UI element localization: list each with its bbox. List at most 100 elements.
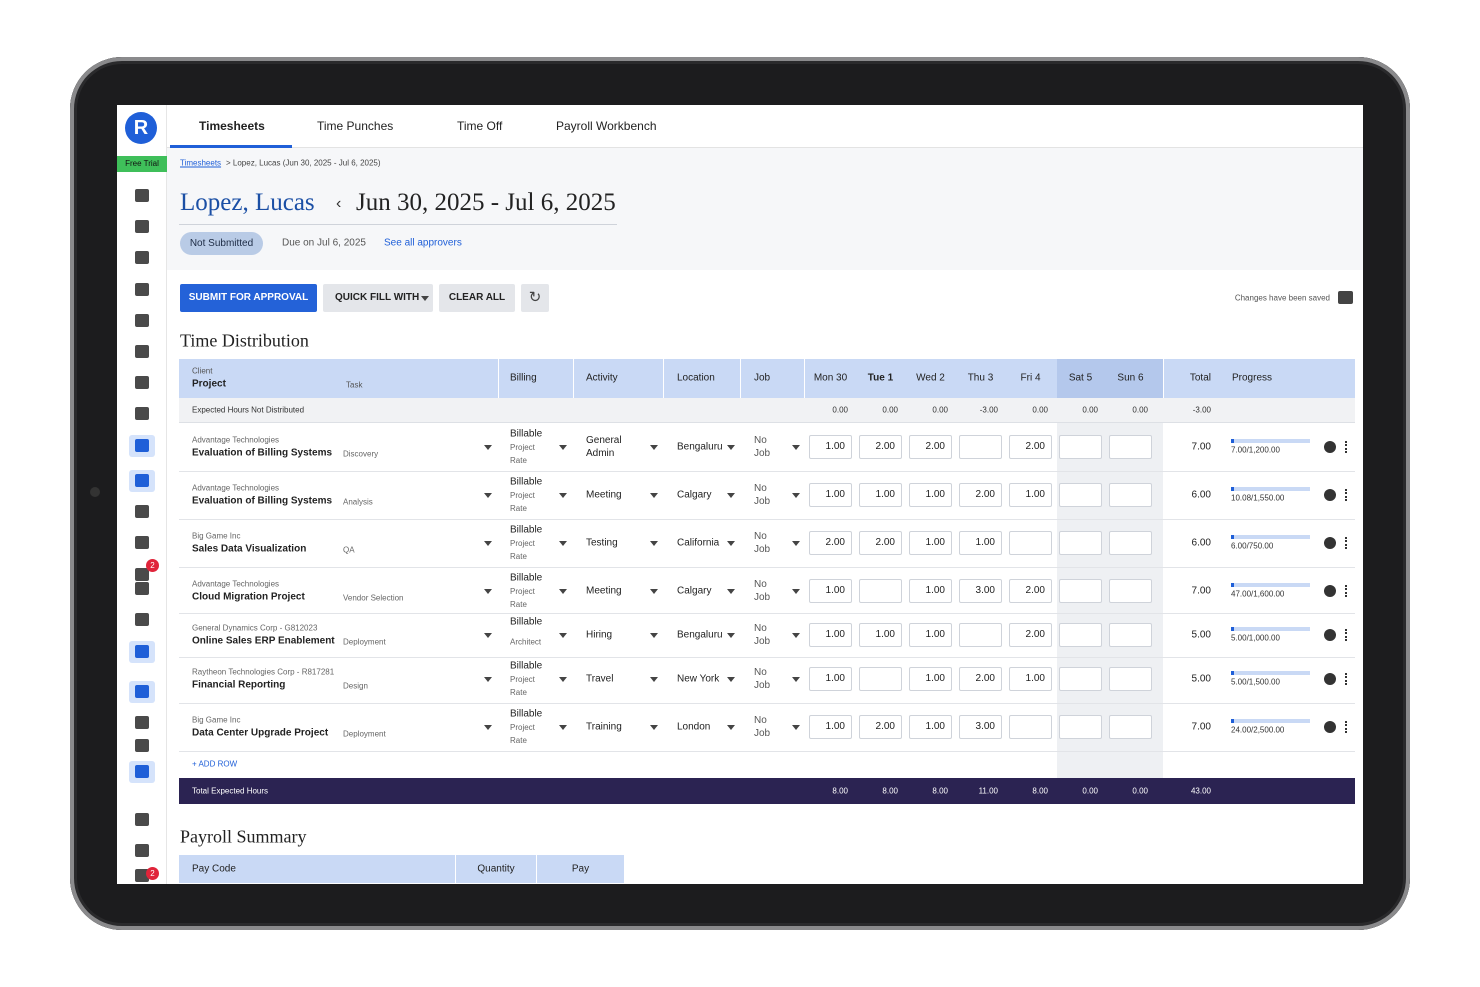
sidebar-icon[interactable] (135, 685, 149, 698)
remove-row[interactable] (1324, 441, 1336, 453)
hours-input[interactable]: 2.00 (959, 483, 1002, 507)
hours-input[interactable]: 2.00 (859, 531, 902, 555)
sidebar-icon[interactable] (135, 536, 149, 549)
dropdown-arrow[interactable] (559, 725, 567, 730)
dropdown-arrow[interactable] (484, 677, 492, 682)
hours-input[interactable]: 3.00 (959, 579, 1002, 603)
dropdown-arrow[interactable] (559, 541, 567, 546)
tab[interactable]: Payroll Workbench (556, 119, 657, 133)
dropdown-arrow[interactable] (559, 677, 567, 682)
hours-input[interactable]: 1.00 (909, 579, 952, 603)
remove-row[interactable] (1324, 673, 1336, 685)
dropdown-arrow[interactable] (484, 633, 492, 638)
sidebar-icon[interactable] (135, 189, 149, 202)
hours-input[interactable] (1059, 531, 1102, 555)
hours-input[interactable] (1059, 667, 1102, 691)
dropdown-arrow[interactable] (484, 589, 492, 594)
row-menu[interactable] (1345, 721, 1347, 733)
sidebar-icon[interactable] (135, 439, 149, 452)
hours-input[interactable] (1059, 483, 1102, 507)
hours-input[interactable] (959, 623, 1002, 647)
sidebar-icon[interactable] (135, 582, 149, 595)
hours-input[interactable] (1059, 715, 1102, 739)
sidebar-icon[interactable] (135, 220, 149, 233)
sidebar-icon[interactable] (135, 568, 149, 581)
sidebar-icon[interactable] (135, 645, 149, 658)
dropdown-arrow[interactable] (650, 589, 658, 594)
hours-input[interactable]: 1.00 (909, 667, 952, 691)
hours-input[interactable]: 1.00 (859, 483, 902, 507)
dropdown-arrow[interactable] (792, 677, 800, 682)
dropdown-arrow[interactable] (727, 493, 735, 498)
hours-input[interactable]: 2.00 (859, 435, 902, 459)
approvers-link[interactable]: See all approvers (384, 237, 462, 249)
dropdown-arrow[interactable] (650, 677, 658, 682)
dropdown-arrow[interactable] (792, 541, 800, 546)
hours-input[interactable]: 1.00 (809, 623, 852, 647)
hours-input[interactable] (1009, 531, 1052, 555)
hours-input[interactable] (859, 579, 902, 603)
remove-row[interactable] (1324, 629, 1336, 641)
tab[interactable]: Time Off (457, 119, 503, 133)
hours-input[interactable] (1009, 715, 1052, 739)
remove-row[interactable] (1324, 537, 1336, 549)
clear-button[interactable]: CLEAR ALL (439, 284, 515, 312)
dropdown-arrow[interactable] (559, 493, 567, 498)
row-menu[interactable] (1345, 537, 1347, 549)
hours-input[interactable]: 1.00 (1009, 667, 1052, 691)
hours-input[interactable]: 1.00 (909, 483, 952, 507)
dropdown-arrow[interactable] (559, 589, 567, 594)
hours-input[interactable]: 2.00 (909, 435, 952, 459)
dropdown-arrow[interactable] (484, 725, 492, 730)
hours-input[interactable]: 3.00 (959, 715, 1002, 739)
sidebar-icon[interactable] (135, 376, 149, 389)
hours-input[interactable] (1059, 623, 1102, 647)
hours-input[interactable]: 1.00 (809, 579, 852, 603)
hours-input[interactable] (959, 435, 1002, 459)
hours-input[interactable] (1109, 579, 1152, 603)
hours-input[interactable]: 1.00 (859, 623, 902, 647)
sidebar-icon[interactable] (135, 251, 149, 264)
row-menu[interactable] (1345, 629, 1347, 641)
hours-input[interactable] (1109, 667, 1152, 691)
sidebar-icon[interactable] (135, 345, 149, 358)
dropdown-arrow[interactable] (650, 445, 658, 450)
hours-input[interactable] (1109, 531, 1152, 555)
row-menu[interactable] (1345, 441, 1347, 453)
dropdown-arrow[interactable] (727, 589, 735, 594)
dropdown-arrow[interactable] (484, 493, 492, 498)
quick-fill-button[interactable]: QUICK FILL WITH (323, 284, 433, 312)
dropdown-arrow[interactable] (792, 725, 800, 730)
dropdown-arrow[interactable] (650, 541, 658, 546)
dropdown-arrow[interactable] (484, 445, 492, 450)
dropdown-arrow[interactable] (650, 493, 658, 498)
print-icon[interactable] (1338, 291, 1353, 304)
dropdown-arrow[interactable] (727, 677, 735, 682)
hours-input[interactable]: 1.00 (909, 623, 952, 647)
sidebar-icon[interactable] (135, 716, 149, 729)
dropdown-arrow[interactable] (727, 445, 735, 450)
hours-input[interactable]: 1.00 (809, 435, 852, 459)
hours-input[interactable] (1109, 435, 1152, 459)
sidebar-icon[interactable] (135, 739, 149, 752)
breadcrumb-link[interactable]: Timesheets (180, 158, 222, 168)
dropdown-arrow[interactable] (792, 493, 800, 498)
hours-input[interactable]: 2.00 (1009, 435, 1052, 459)
hours-input[interactable]: 2.00 (859, 715, 902, 739)
hours-input[interactable]: 2.00 (1009, 579, 1052, 603)
dropdown-arrow[interactable] (727, 541, 735, 546)
dropdown-arrow[interactable] (727, 725, 735, 730)
dropdown-arrow[interactable] (484, 541, 492, 546)
sidebar-icon[interactable] (135, 474, 149, 487)
hours-input[interactable]: 1.00 (909, 715, 952, 739)
prev-arrow[interactable]: ‹ (336, 195, 342, 212)
sidebar-icon[interactable] (135, 844, 149, 857)
hours-input[interactable]: 1.00 (809, 483, 852, 507)
dropdown-arrow[interactable] (650, 725, 658, 730)
sidebar-icon[interactable] (135, 613, 149, 626)
hours-input[interactable]: 1.00 (809, 715, 852, 739)
sidebar-icon[interactable] (135, 869, 149, 882)
dropdown-arrow[interactable] (792, 445, 800, 450)
hours-input[interactable]: 2.00 (1009, 623, 1052, 647)
row-menu[interactable] (1345, 489, 1347, 501)
